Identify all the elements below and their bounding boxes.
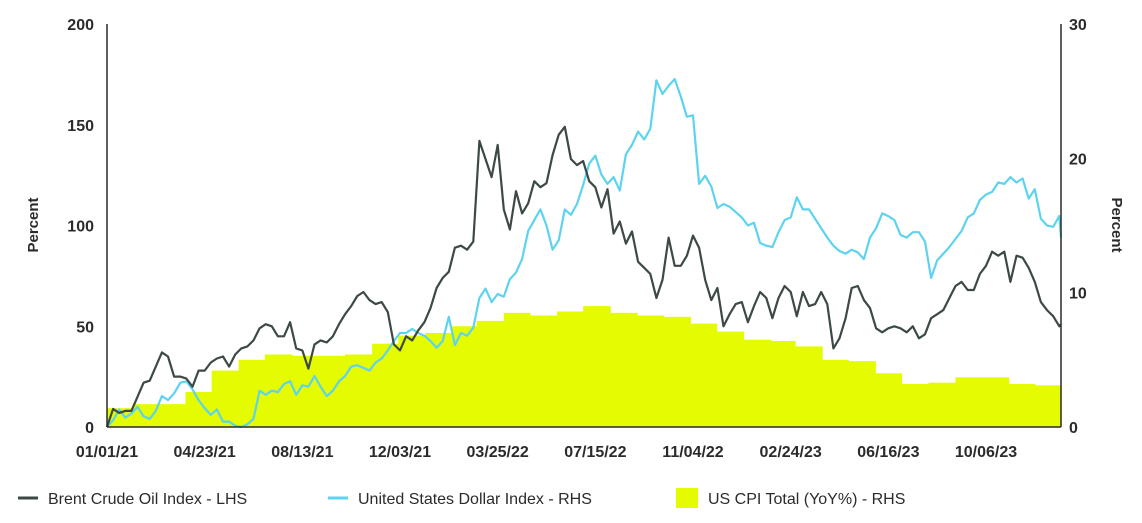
left-tick-label: 100 [67,219,94,236]
legend-label-usd: United States Dollar Index - RHS [358,491,592,508]
cpi-bar [107,408,135,427]
cpi-bar [185,392,213,427]
left-tick-labels: 0 50 100 150 200 [67,17,94,437]
right-tick-label: 30 [1069,17,1087,34]
cpi-bar [425,332,453,427]
cpi-bar [663,316,691,427]
x-tick-labels: 01/01/21 04/23/21 08/13/21 12/03/21 03/25/22… [76,444,1017,461]
right-tick-label: 20 [1069,151,1087,168]
x-tick-label: 01/01/21 [76,444,138,461]
cpi-bar [928,382,957,427]
cpi-bar [238,359,266,427]
cpi-bar [637,315,664,427]
legend: Brent Crude Oil Index - LHS United State… [18,488,905,508]
cpi-bar [503,312,531,427]
cpi-bar [955,377,983,427]
cpi-bar [848,361,876,427]
legend-label-brent: Brent Crude Oil Index - LHS [48,491,247,508]
cpi-area-layer [107,306,1062,427]
right-tick-label: 10 [1069,286,1087,303]
right-axis-title: Percent [1108,197,1125,252]
x-tick-label: 10/06/23 [955,444,1017,461]
cpi-bar [743,339,772,427]
right-tick-label: 0 [1069,420,1078,437]
left-tick-label: 150 [67,118,94,135]
cpi-bar [770,341,796,427]
cpi-bar [901,384,930,427]
x-tick-label: 02/24/23 [760,444,822,461]
cpi-bar [211,370,240,427]
cpi-bar [158,404,187,427]
cpi-bar [875,373,903,427]
x-tick-label: 04/23/21 [174,444,236,461]
cpi-bar [291,355,320,427]
cpi-bar [981,377,1010,427]
left-axis-title: Percent [25,197,42,252]
left-tick-label: 0 [85,420,94,437]
cpi-bar [822,359,849,427]
cpi-bar [583,306,611,427]
cpi-bar [372,343,399,427]
x-tick-label: 07/15/22 [564,444,626,461]
x-tick-label: 12/03/21 [369,444,431,461]
brent-crude-line [105,125,1062,428]
legend-swatch-cpi [676,488,698,508]
line-layer [105,77,1063,429]
cpi-bar [529,315,558,427]
left-tick-label: 200 [67,17,94,34]
cpi-bar [476,320,505,427]
x-tick-label: 03/25/22 [467,444,529,461]
cpi-bar [1034,385,1062,427]
cpi-bar [556,311,584,427]
cpi-bar [398,335,426,427]
legend-label-cpi: US CPI Total (YoY%) - RHS [708,491,905,508]
cpi-bar [716,331,745,427]
x-tick-label: 08/13/21 [271,444,333,461]
x-tick-label: 06/16/23 [857,444,919,461]
cpi-bar [1008,384,1036,427]
right-tick-labels: 0 10 20 30 [1069,17,1087,437]
cpi-bar [795,346,823,427]
x-tick-label: 11/04/22 [662,444,724,461]
left-tick-label: 50 [76,319,94,336]
cpi-bar [690,323,718,427]
cpi-bar [610,312,638,427]
